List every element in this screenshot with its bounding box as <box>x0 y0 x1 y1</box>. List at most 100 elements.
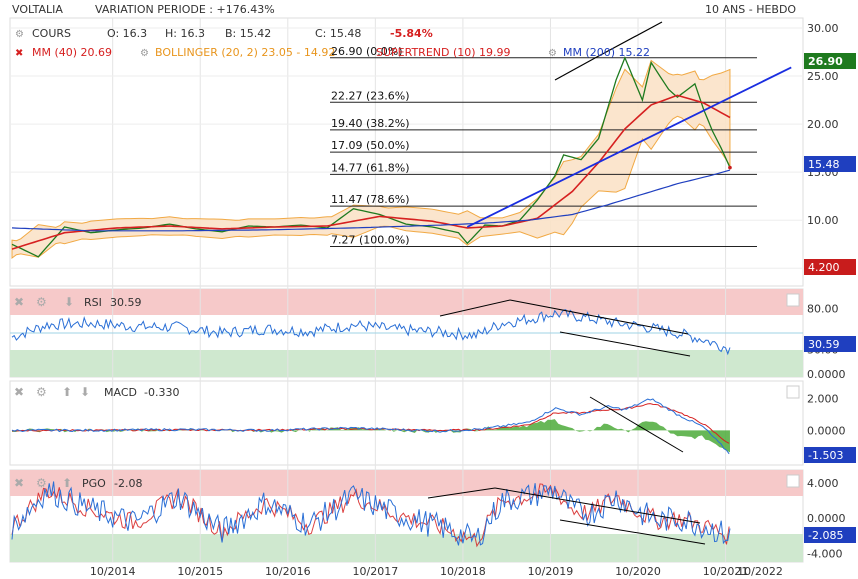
x-tick-label: 10/2019 <box>528 565 574 578</box>
x-tick-label: 10/2022 <box>737 565 783 578</box>
signal-line <box>12 403 730 444</box>
fibonacci-label: 19.40 (38.2%) <box>331 117 410 130</box>
x-tick-label: 10/2014 <box>90 565 136 578</box>
macd-label: MACD <box>104 386 137 399</box>
y-tick-label: 30.00 <box>807 22 839 35</box>
rsi-line <box>11 309 731 356</box>
rsi-tick-label: 0.0000 <box>807 368 846 381</box>
pgo-badge-text: -2.085 <box>808 529 843 542</box>
macd-gear-icon[interactable]: ⚙ <box>36 385 47 399</box>
rsi-value: 30.59 <box>110 296 142 309</box>
macd-tick-label: 2.000 <box>807 393 839 406</box>
mm40-legend: MM (40) 20.69 <box>32 46 112 59</box>
macd-arrow-up-icon[interactable]: ⬆ <box>62 385 72 399</box>
rsi-resistance-line <box>509 299 689 335</box>
rsi-header: ✖ ⚙ ⬇ RSI 30.59 <box>14 295 142 309</box>
y-tick-label: 10.00 <box>807 214 839 227</box>
pgo-line <box>11 481 731 546</box>
pgo-support-line <box>559 519 706 545</box>
bollinger-legend: BOLLINGER (20, 2) 23.05 - 14.92 <box>155 46 335 59</box>
rsi-support-line <box>559 331 691 357</box>
pgo-badge <box>804 527 856 543</box>
x-tick-label: 10/2015 <box>177 565 223 578</box>
x-tick-label: 10/2020 <box>615 565 661 578</box>
range-label: 10 ANS - HEBDO <box>705 3 796 16</box>
rsi-close-icon[interactable]: ✖ <box>14 295 24 309</box>
last-badge <box>804 156 856 172</box>
x-tick-label: 10/2017 <box>353 565 399 578</box>
rsi-label: RSI <box>84 296 102 309</box>
pgo-oversold-zone <box>10 534 803 562</box>
rsi-badge <box>804 336 856 352</box>
fibonacci-label: 14.77 (61.8%) <box>331 161 410 174</box>
mm200-gear-icon[interactable]: ⚙ <box>548 48 557 59</box>
variation-label: VARIATION PERIODE : +176.43% <box>95 3 275 16</box>
x-tick-label: 10/2018 <box>440 565 486 578</box>
trendline <box>466 66 792 228</box>
cours-legend: COURS <box>32 27 71 40</box>
channel-line-upper <box>594 21 663 59</box>
fibonacci-levels: 26.90 (0.0%) 22.27 (23.6%) 19.40 (38.2%) 17… <box>330 45 757 247</box>
mm40-close-icon[interactable]: ✖ <box>15 48 23 59</box>
channel-line-upper-start <box>554 57 596 81</box>
pgo-arrow-up-icon[interactable]: ⬆ <box>62 476 72 490</box>
last-badge-text: 15.48 <box>808 158 840 171</box>
x-tick-label: 10/2016 <box>265 565 311 578</box>
rsi-gear-icon[interactable]: ⚙ <box>36 295 47 309</box>
rsi-tick-label: 80.00 <box>807 302 839 315</box>
pgo-resistance-line <box>494 487 701 524</box>
pgo-close-icon[interactable]: ✖ <box>14 476 24 490</box>
rsi-badge-text: 30.59 <box>808 338 840 351</box>
macd-tick-label: 0.0000 <box>807 424 846 437</box>
rsi-arrow-down-icon[interactable]: ⬇ <box>64 295 74 309</box>
pgo-tick-label: 0.0000 <box>807 512 846 525</box>
macd-resistance-line <box>589 396 684 453</box>
high-value: H: 16.3 <box>165 27 205 40</box>
pgo-header: ✖ ⚙ ⬆ PGO -2.08 <box>14 476 142 490</box>
price-line <box>11 56 731 258</box>
low-value: B: 15.42 <box>225 27 271 40</box>
bollinger-gear-icon[interactable]: ⚙ <box>140 48 149 59</box>
pgo-gear-icon[interactable]: ⚙ <box>36 476 47 490</box>
pgo-tick-label: 4.000 <box>807 477 839 490</box>
symbol-label: VOLTALIA <box>12 3 63 16</box>
fibonacci-label: 26.90 (0.0%) <box>331 45 403 58</box>
pgo-value: -2.08 <box>114 477 142 490</box>
macd-line <box>11 398 730 455</box>
fibonacci-label: 17.09 (50.0%) <box>331 139 410 152</box>
macd-header: ✖ ⚙ ⬆ ⬇ MACD -0.330 <box>14 385 179 399</box>
macd-badge-text: -1.503 <box>808 449 843 462</box>
mm200-line <box>11 169 731 232</box>
fibonacci-label: 22.27 (23.6%) <box>331 89 410 102</box>
fibonacci-label: 11.47 (78.6%) <box>331 193 410 206</box>
pgo-tick-label: -4.000 <box>807 548 842 561</box>
y-tick-label: 20.00 <box>807 118 839 131</box>
supertrend-legend: SUPERTREND (10) 19.99 <box>376 46 511 59</box>
open-value: O: 16.3 <box>107 27 147 40</box>
pgo-label: PGO <box>82 477 106 490</box>
rsi-collapse-box[interactable] <box>786 293 800 307</box>
pgo-arc-left <box>427 487 496 499</box>
mm200-legend: MM (200) 15.22 <box>563 46 650 59</box>
last-price-point <box>728 165 732 170</box>
high-badge <box>804 53 856 69</box>
macd-arrow-down-icon[interactable]: ⬇ <box>80 385 90 399</box>
change-value: -5.84% <box>390 27 433 40</box>
x-tick-label: 10/2021 <box>703 565 749 578</box>
high-badge-text: 26.90 <box>808 55 843 68</box>
macd-collapse-box[interactable] <box>786 385 800 399</box>
fibonacci-label: 7.27 (100.0%) <box>331 233 410 246</box>
macd-panel <box>9 380 804 466</box>
close-value: C: 15.48 <box>315 27 361 40</box>
gear-icon[interactable]: ⚙ <box>15 29 24 40</box>
macd-value: -0.330 <box>144 386 179 399</box>
low-badge <box>804 259 856 275</box>
rsi-arc-left <box>439 299 511 317</box>
macd-badge <box>804 447 856 463</box>
series-layer <box>11 56 792 548</box>
rsi-overbought-zone <box>10 289 803 315</box>
macd-close-icon[interactable]: ✖ <box>14 385 24 399</box>
y-tick-label: 25.00 <box>807 70 839 83</box>
pgo-collapse-box[interactable] <box>786 474 800 488</box>
